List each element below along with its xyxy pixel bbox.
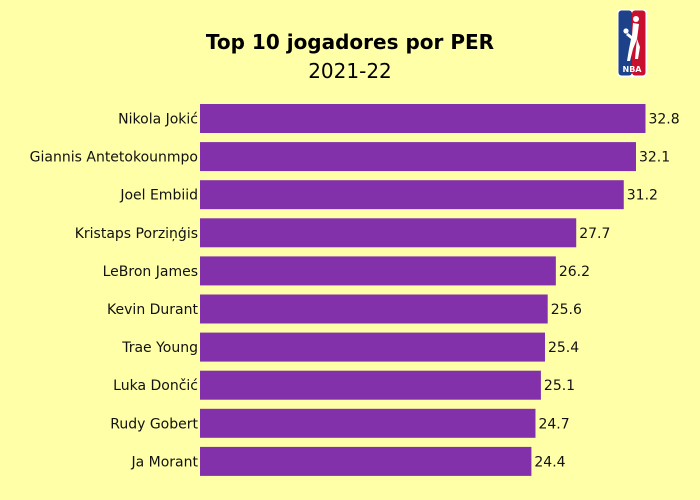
value-label: 24.7 — [538, 416, 569, 432]
value-label: 25.4 — [548, 340, 579, 356]
value-label: 32.1 — [639, 150, 670, 166]
bar-3 — [200, 218, 577, 248]
nba-logo-icon: NBA — [617, 9, 647, 77]
category-label: Ja Morant — [131, 454, 199, 470]
value-label: 25.6 — [551, 302, 582, 318]
logo-text: NBA — [623, 65, 643, 74]
category-label: Luka Dončić — [113, 378, 198, 394]
value-label: 27.7 — [579, 226, 610, 242]
value-label: 31.2 — [627, 188, 658, 204]
chart-title: Top 10 jogadores por PER — [205, 30, 495, 54]
category-label: Rudy Gobert — [110, 416, 198, 432]
bar-4 — [200, 256, 556, 286]
category-label: Kevin Durant — [107, 302, 198, 318]
bar-0 — [200, 104, 646, 133]
category-label: LeBron James — [103, 264, 198, 280]
value-label: 26.2 — [559, 264, 590, 280]
chart-subtitle: 2021-22 — [308, 59, 392, 83]
bar-6 — [200, 332, 545, 362]
bar-5 — [200, 294, 548, 324]
category-label: Giannis Antetokounmpo — [30, 150, 198, 166]
bar-7 — [200, 370, 541, 400]
value-label: 24.4 — [534, 454, 565, 470]
category-label: Nikola Jokić — [118, 112, 198, 128]
value-label: 32.8 — [648, 112, 679, 128]
value-label: 25.1 — [544, 378, 575, 394]
bar-1 — [200, 142, 636, 172]
category-label: Joel Embiid — [119, 188, 198, 204]
category-label: Kristaps Porziņģis — [75, 226, 198, 242]
bar-8 — [200, 408, 536, 438]
bar-2 — [200, 180, 624, 210]
bar-9 — [200, 446, 532, 476]
category-label: Trae Young — [121, 340, 198, 356]
